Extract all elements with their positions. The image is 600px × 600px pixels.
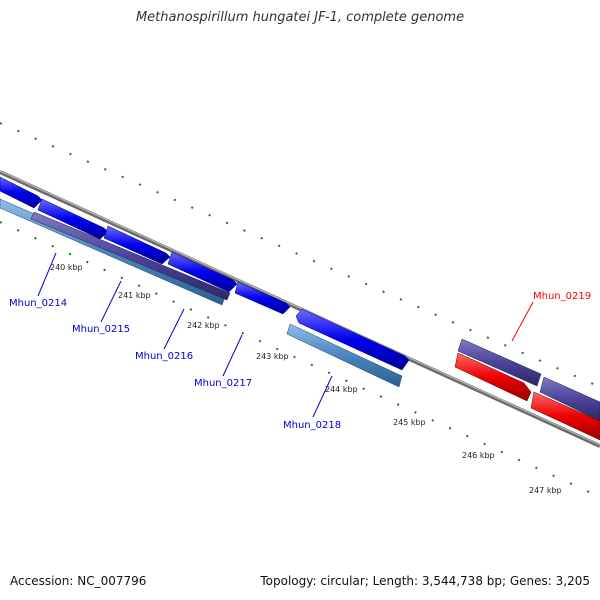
gene-arrow[interactable] [103, 225, 171, 265]
backbone-line [0, 170, 600, 448]
topology-summary: Topology: circular; Length: 3,544,738 bp… [260, 574, 590, 588]
gene-arrow[interactable] [295, 308, 410, 371]
gene-label[interactable]: Mhun_0219 [533, 291, 591, 302]
leader-line [312, 375, 333, 418]
feature-bar[interactable] [30, 211, 231, 301]
gene-arrow[interactable] [167, 251, 238, 293]
feature-bar[interactable] [286, 323, 403, 388]
gene-arrow-red[interactable] [454, 352, 532, 402]
kbp-label: 247 kbp [529, 486, 562, 495]
backbone [0, 170, 600, 448]
gene-arrow[interactable] [234, 281, 291, 315]
kbp-label: 240 kbp [50, 263, 83, 272]
kbp-label: 242 kbp [187, 321, 220, 330]
kbp-label: 241 kbp [118, 291, 151, 300]
tick-ring-inner-line [0, 221, 600, 498]
accession-text: Accession: NC_007796 [10, 574, 147, 588]
kbp-label: 244 kbp [325, 385, 358, 394]
leader-line [37, 252, 57, 297]
gene-label[interactable]: Mhun_0214 [9, 298, 67, 309]
kbp-label: 243 kbp [256, 352, 289, 361]
gene-label[interactable]: Mhun_0215 [72, 324, 130, 335]
leader-line [163, 308, 185, 350]
gene-labels: Mhun_0214 Mhun_0215 Mhun_0216 Mhun_0217 … [9, 291, 591, 431]
forward-strand-genes [0, 176, 410, 371]
leader-line [222, 334, 243, 377]
tick-ring-inner [0, 221, 600, 498]
feature-bar[interactable] [457, 338, 542, 387]
kbp-label: 246 kbp [462, 451, 495, 460]
gene-label[interactable]: Mhun_0217 [194, 378, 252, 389]
gene-arrow-red[interactable] [530, 391, 600, 441]
leader-line [100, 280, 122, 323]
kbp-labels: 240 kbp 241 kbp 242 kbp 243 kbp 244 kbp … [50, 263, 562, 495]
tick-ring-outer [0, 122, 600, 388]
label-leaders [37, 252, 534, 418]
gene-arrow[interactable] [37, 198, 109, 240]
genome-title: Methanospirillum hungatei JF-1, complete… [135, 10, 465, 25]
leader-line [511, 301, 534, 342]
kbp-label: 245 kbp [393, 418, 426, 427]
feature-bar[interactable] [539, 376, 600, 422]
backbone-highlight [0, 170, 600, 446]
gene-arrow[interactable] [0, 176, 43, 209]
gene-label[interactable]: Mhun_0216 [135, 351, 193, 362]
tick-ring-minor [0, 122, 600, 388]
reverse-strand-features [0, 198, 600, 422]
gene-label[interactable]: Mhun_0218 [283, 420, 341, 431]
red-genes [454, 352, 600, 441]
